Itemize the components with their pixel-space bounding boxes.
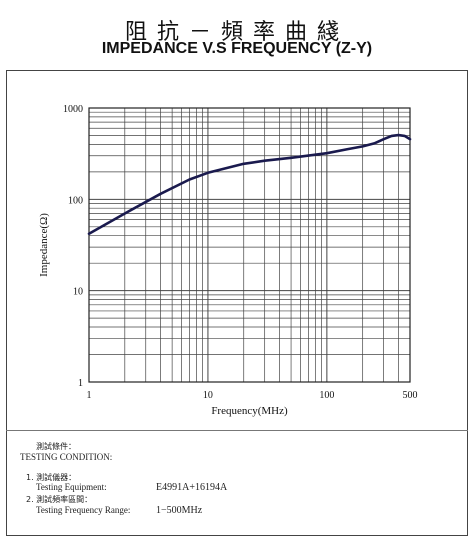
frequency-range-label-en: Testing Frequency Range: [36, 505, 131, 515]
frequency-range-label-cn: 2. 測試頻率區間： [26, 495, 93, 504]
conditions-header-cn: 測試條件： [36, 442, 76, 451]
y-tick-label: 1000 [63, 104, 83, 115]
x-axis-label: Frequency(MHz) [211, 405, 288, 417]
chart-title-english: IMPEDANCE V.S FREQUENCY (Z-Y) [101, 40, 373, 57]
x-tick-label: 10 [203, 390, 213, 401]
equipment-value: E4991A+16194A [156, 482, 228, 493]
equipment-label-cn: 1. 測試儀器： [26, 473, 77, 482]
y-tick-label: 1 [78, 378, 83, 389]
chart-title-chinese: 阻抗－頻率曲綫 [124, 20, 349, 45]
y-tick-label: 10 [73, 287, 83, 298]
equipment-label-en: Testing Equipment: [36, 482, 107, 492]
y-axis-label: Impedance(Ω) [38, 213, 50, 277]
frequency-range-value: 1−500MHz [156, 505, 203, 516]
chart-frame [6, 70, 468, 536]
x-tick-label: 100 [319, 390, 334, 401]
x-tick-label: 500 [403, 390, 418, 401]
y-tick-label: 100 [68, 195, 83, 206]
section-divider [6, 430, 468, 431]
impedance-curve [87, 133, 412, 235]
x-tick-label: 1 [87, 390, 92, 401]
conditions-header-en: TESTING CONDITION: [20, 452, 113, 462]
impedance-chart: 1 10 100 500 1 10 100 1000 Frequency(MHz) Impedan… [38, 104, 418, 417]
plot-area-border [88, 107, 411, 383]
